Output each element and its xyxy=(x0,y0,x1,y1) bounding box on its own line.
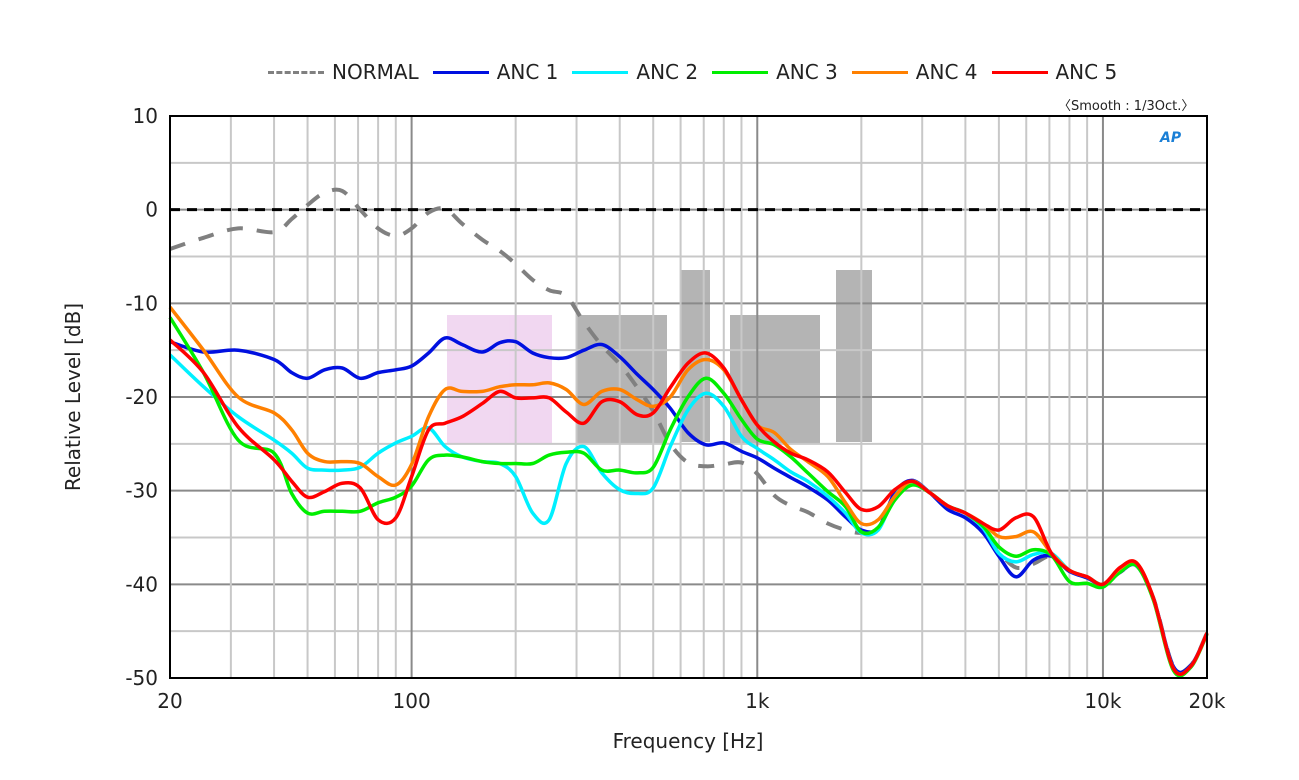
legend-swatch xyxy=(432,70,489,74)
series-group xyxy=(168,187,1209,678)
x-axis-ticks: 20 100 1k 10k 20k xyxy=(157,689,1226,713)
smoothing-annotation: 〈Smooth : 1/3Oct.〉 xyxy=(1058,99,1195,114)
legend-swatch xyxy=(851,70,908,74)
plot-frame xyxy=(169,115,1208,679)
legend-swatch xyxy=(572,70,629,74)
y-tick-label: -10 xyxy=(125,291,158,315)
legend-item: ANC 5 xyxy=(991,60,1118,84)
series-line-anc-4 xyxy=(168,306,1209,676)
ap-logo: AP xyxy=(1160,130,1182,146)
legend: NORMAL ANC 1 ANC 2 ANC 3 ANC 4 ANC 5 xyxy=(268,60,1131,84)
y-axis-ticks: 10 0 -10 -20 -30 -40 -50 xyxy=(125,104,158,690)
legend-item: ANC 2 xyxy=(572,60,698,84)
y-axis-label: Relative Level [dB] xyxy=(61,303,85,491)
legend-swatch xyxy=(712,70,769,74)
legend-label: NORMAL xyxy=(332,60,419,84)
legend-item: ANC 3 xyxy=(712,60,838,84)
legend-label: ANC 4 xyxy=(915,60,978,84)
watermark-shape xyxy=(836,270,872,442)
legend-swatch xyxy=(991,70,1048,74)
series-line-anc-1 xyxy=(169,336,1209,675)
y-tick-label: -40 xyxy=(125,572,158,596)
legend-label: ANC 3 xyxy=(776,60,838,84)
legend-item: ANC 4 xyxy=(851,60,978,84)
x-tick-label: 1k xyxy=(745,689,770,713)
y-tick-label: -50 xyxy=(125,666,158,690)
legend-item: ANC 1 xyxy=(432,60,559,84)
x-axis-label: Frequency [Hz] xyxy=(613,729,764,753)
y-tick-label: -20 xyxy=(125,385,158,409)
legend-swatch xyxy=(268,70,324,74)
watermark-logo xyxy=(447,270,872,443)
x-tick-label: 20 xyxy=(157,689,182,713)
legend-label: ANC 1 xyxy=(496,60,559,84)
legend-item: NORMAL xyxy=(268,60,419,84)
series-line-normal xyxy=(169,187,1209,675)
legend-label: ANC 5 xyxy=(1055,60,1118,84)
legend-label: ANC 2 xyxy=(636,60,699,84)
y-tick-label: 10 xyxy=(133,104,158,128)
y-tick-label: -30 xyxy=(125,479,158,503)
y-tick-label: 0 xyxy=(145,198,158,222)
x-tick-label: 10k xyxy=(1084,689,1121,713)
watermark-shape xyxy=(447,315,552,443)
series-line-anc-5 xyxy=(168,338,1209,676)
series-line-anc-3 xyxy=(168,316,1209,678)
x-tick-label: 20k xyxy=(1188,689,1225,713)
x-tick-label: 100 xyxy=(393,689,431,713)
